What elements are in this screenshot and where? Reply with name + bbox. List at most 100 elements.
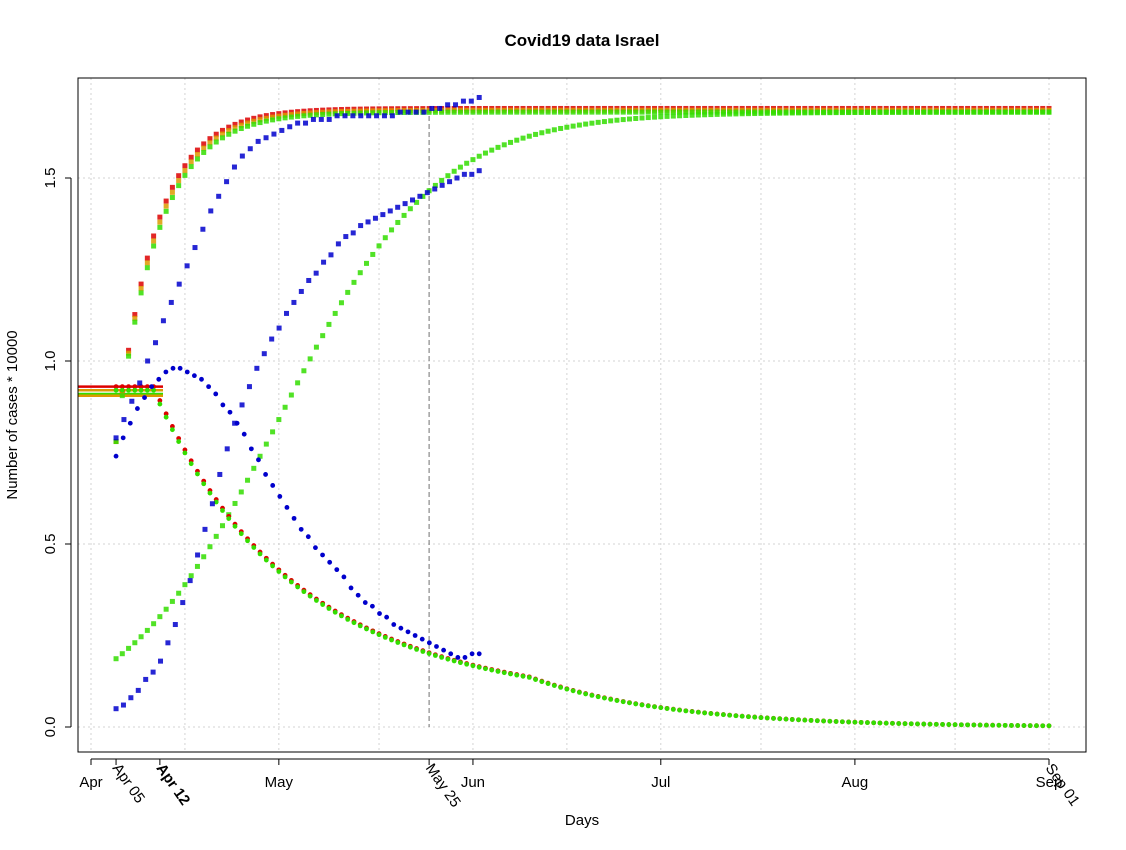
point-dot	[151, 387, 157, 393]
point-square	[633, 109, 639, 115]
point-square	[402, 201, 408, 207]
point-square	[445, 109, 451, 115]
point-square	[708, 112, 714, 118]
point-dot	[508, 671, 513, 677]
point-square	[946, 109, 952, 115]
point-dot	[149, 384, 155, 390]
point-square	[200, 226, 206, 232]
point-square	[514, 109, 520, 115]
point-square	[551, 109, 557, 115]
point-square	[169, 195, 175, 201]
point-dot	[639, 702, 645, 708]
plot-frame	[77, 77, 1087, 753]
point-square	[808, 110, 814, 116]
point-square	[238, 126, 244, 132]
point-square	[182, 582, 188, 588]
point-dot	[291, 515, 297, 521]
point-square	[453, 102, 459, 108]
point-dot	[327, 559, 333, 565]
point-square	[469, 171, 475, 177]
point-dot	[877, 720, 883, 726]
point-square	[126, 645, 132, 651]
point-dot	[489, 667, 495, 673]
point-dot	[355, 592, 361, 598]
point-dot	[727, 712, 733, 718]
point-square	[313, 344, 319, 350]
point-dot	[908, 721, 914, 727]
point-dot	[796, 717, 801, 723]
point-dot	[426, 640, 432, 646]
point-dot	[714, 711, 720, 717]
point-square	[677, 109, 683, 115]
point-dot	[1027, 723, 1033, 729]
point-dot	[689, 709, 695, 715]
point-square	[129, 398, 135, 404]
point-square	[971, 109, 977, 115]
point-dot	[595, 694, 601, 700]
point-square	[965, 109, 971, 115]
point-square	[138, 634, 144, 640]
point-square	[413, 109, 419, 115]
point-square	[168, 299, 174, 305]
point-square	[213, 533, 219, 539]
point-square	[445, 102, 451, 108]
point-square	[137, 380, 143, 386]
grid-lines	[78, 78, 1086, 752]
point-square	[113, 706, 119, 712]
point-dot	[426, 651, 432, 656]
point-dot	[332, 609, 338, 615]
point-square	[217, 471, 223, 477]
point-square	[176, 590, 182, 596]
point-square	[158, 658, 164, 664]
point-square	[351, 110, 357, 116]
point-square	[445, 173, 451, 179]
point-square	[298, 288, 304, 294]
point-square	[370, 251, 376, 257]
point-dot	[213, 499, 219, 505]
point-dot	[345, 616, 351, 622]
point-dot	[113, 387, 119, 393]
point-dot	[270, 483, 276, 488]
point-square	[135, 687, 141, 693]
point-dot	[357, 623, 363, 629]
point-dot	[419, 636, 425, 642]
point-square	[231, 164, 237, 170]
point-dot	[384, 614, 390, 620]
point-dot	[602, 695, 607, 701]
point-square	[263, 115, 269, 121]
point-square	[226, 124, 232, 130]
point-square	[376, 243, 382, 249]
point-square	[451, 168, 457, 174]
point-square	[564, 109, 570, 115]
point-square	[201, 149, 207, 155]
point-square	[157, 224, 163, 230]
point-square	[401, 212, 407, 218]
point-square	[194, 563, 200, 569]
point-square	[683, 112, 689, 118]
point-square	[207, 136, 213, 142]
point-square	[126, 347, 132, 353]
point-square	[996, 109, 1002, 115]
point-square	[276, 111, 282, 117]
point-square	[207, 140, 213, 146]
point-dot	[169, 427, 175, 433]
point-square	[896, 109, 902, 115]
x-axis-label: Days	[565, 812, 599, 829]
point-dot	[282, 574, 288, 580]
point-dot	[764, 715, 770, 721]
point-square	[1040, 109, 1046, 115]
point-dot	[369, 603, 375, 609]
point-dot	[119, 384, 125, 390]
point-square	[670, 109, 676, 115]
point-square	[739, 111, 745, 117]
point-dot	[871, 720, 877, 726]
point-square	[113, 439, 119, 445]
point-dot	[495, 669, 501, 674]
point-square	[401, 109, 407, 115]
point-dot	[990, 722, 996, 728]
point-dot	[113, 384, 119, 390]
point-dot	[382, 635, 388, 640]
point-dot	[199, 376, 204, 382]
point-square	[144, 265, 150, 271]
